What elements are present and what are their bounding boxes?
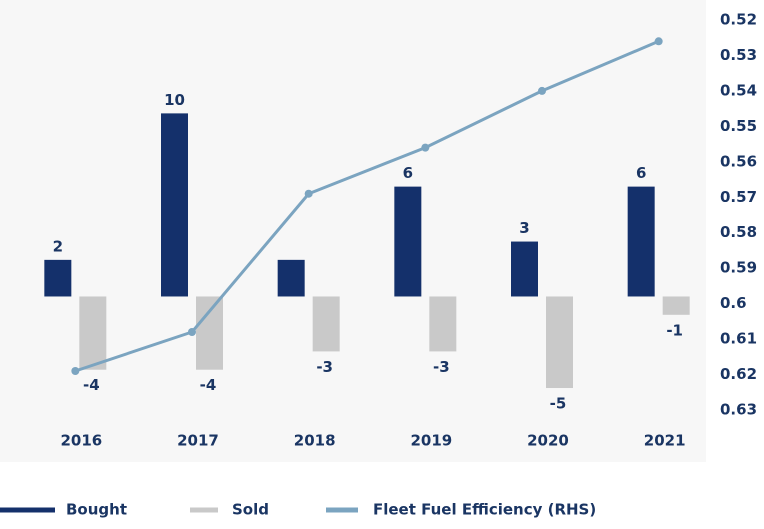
data-label: -1 <box>666 321 683 339</box>
bar <box>429 296 457 352</box>
y2-tick-label: 0.55 <box>720 117 757 135</box>
y2-tick-label: 0.56 <box>720 152 757 170</box>
y2-tick-label: 0.59 <box>720 259 757 277</box>
data-label: 2 <box>53 237 63 255</box>
line-point <box>538 86 546 95</box>
data-label: 3 <box>519 219 529 237</box>
bar <box>79 296 107 370</box>
bar <box>196 296 223 370</box>
data-label: -5 <box>550 395 567 413</box>
bar <box>662 296 690 315</box>
data-label: 10 <box>164 91 185 109</box>
bar <box>511 241 538 297</box>
y2-tick-label: 0.53 <box>720 46 757 64</box>
bar <box>312 296 340 352</box>
line-point <box>421 143 430 152</box>
legend-label: Fleet Fuel Efficiency (RHS) <box>373 501 596 519</box>
data-label: 6 <box>636 164 646 182</box>
x-tick-label: 2017 <box>177 432 219 450</box>
y2-tick-label: 0.54 <box>720 81 757 99</box>
bar <box>546 296 573 389</box>
data-label: -3 <box>433 358 450 376</box>
y2-tick-label: 0.63 <box>720 401 757 419</box>
bar <box>277 259 305 297</box>
data-label: -4 <box>83 376 100 394</box>
x-tick-label: 2020 <box>527 432 569 450</box>
x-tick-label: 2018 <box>294 432 336 450</box>
bar <box>627 186 655 297</box>
bar <box>161 113 188 297</box>
data-label: 6 <box>403 164 413 182</box>
plot-background <box>0 0 706 462</box>
data-label: -4 <box>200 376 217 394</box>
y2-tick-label: 0.57 <box>720 188 757 206</box>
line-point <box>654 37 663 46</box>
y2-tick-label: 0.52 <box>720 11 757 29</box>
data-label: -3 <box>316 358 333 376</box>
line-point <box>304 189 313 198</box>
y2-tick-label: 0.6 <box>720 294 747 312</box>
line-point <box>71 367 80 375</box>
y2-tick-label: 0.62 <box>720 365 757 383</box>
bar <box>394 186 422 297</box>
legend-label: Sold <box>232 501 269 519</box>
y2-tick-label: 0.61 <box>720 330 757 348</box>
line-point <box>188 328 196 336</box>
line <box>74 39 660 373</box>
x-tick-label: 2021 <box>644 432 686 450</box>
y2-tick-label: 0.58 <box>720 223 757 241</box>
x-tick-label: 2019 <box>410 432 452 450</box>
x-tick-label: 2016 <box>60 432 102 450</box>
legend-label: Bought <box>66 501 127 519</box>
bar <box>44 259 72 297</box>
